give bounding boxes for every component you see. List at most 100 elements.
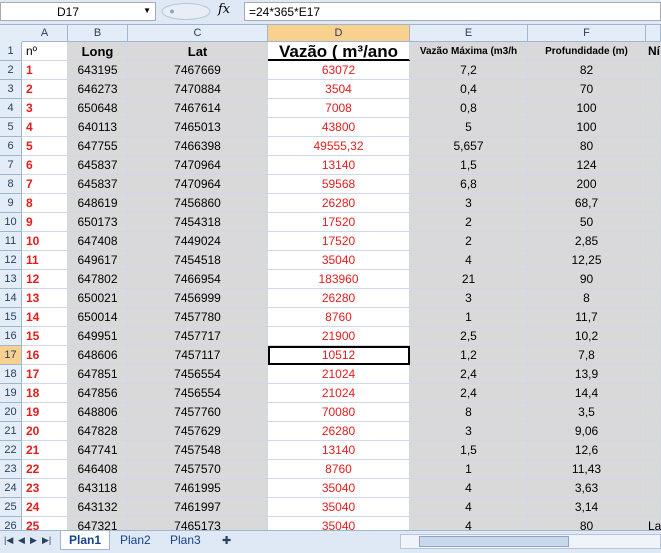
cell-lat[interactable]: 7457548	[128, 441, 268, 460]
column-header-d[interactable]: D	[268, 25, 410, 42]
cell-no[interactable]: 3	[22, 99, 68, 118]
cell-profundidade[interactable]: 12,6	[528, 441, 646, 460]
cell-vazao-maxima[interactable]: 21	[410, 270, 528, 289]
cell-long[interactable]: 647802	[68, 270, 128, 289]
cell-profundidade[interactable]: 7,8	[528, 346, 646, 365]
cell-long[interactable]: 647828	[68, 422, 128, 441]
row-number[interactable]: 4	[0, 99, 22, 118]
cell-no[interactable]: 14	[22, 308, 68, 327]
cell-vazao[interactable]: 35040	[268, 517, 410, 530]
row-number[interactable]: 12	[0, 251, 22, 270]
cell-lat[interactable]: 7449024	[128, 232, 268, 251]
cell-g[interactable]	[646, 213, 661, 232]
cell-vazao-maxima[interactable]: 0,4	[410, 80, 528, 99]
cell-vazao[interactable]: 21024	[268, 384, 410, 403]
cell-vazao-maxima[interactable]: 1,2	[410, 346, 528, 365]
cell-no[interactable]: 11	[22, 251, 68, 270]
row-number[interactable]: 13	[0, 270, 22, 289]
cell-g[interactable]	[646, 61, 661, 80]
cell-g[interactable]	[646, 289, 661, 308]
cell-header-profundidade[interactable]: Profundidade (m)	[528, 42, 646, 61]
cell-g[interactable]	[646, 308, 661, 327]
cell-long[interactable]: 647741	[68, 441, 128, 460]
insert-function-icon[interactable]: fx	[218, 2, 231, 17]
cell-vazao[interactable]: 49555,32	[268, 137, 410, 156]
formula-bar-splitter-icon[interactable]	[160, 2, 212, 21]
cell-g[interactable]	[646, 327, 661, 346]
cell-long[interactable]: 648806	[68, 403, 128, 422]
cell-no[interactable]: 16	[22, 346, 68, 365]
cell-profundidade[interactable]: 10,2	[528, 327, 646, 346]
cell-profundidade[interactable]: 11,7	[528, 308, 646, 327]
cell-profundidade[interactable]: 50	[528, 213, 646, 232]
cell-vazao[interactable]: 13140	[268, 441, 410, 460]
cell-lat[interactable]: 7461997	[128, 498, 268, 517]
cell-g[interactable]	[646, 403, 661, 422]
cell-profundidade[interactable]: 124	[528, 156, 646, 175]
cell-no[interactable]: 9	[22, 213, 68, 232]
cell-profundidade[interactable]: 14,4	[528, 384, 646, 403]
cell-long[interactable]: 643195	[68, 61, 128, 80]
cell-lat[interactable]: 7457780	[128, 308, 268, 327]
cell-vazao-maxima[interactable]: 6,8	[410, 175, 528, 194]
cell-long[interactable]: 649951	[68, 327, 128, 346]
cell-no[interactable]: 7	[22, 175, 68, 194]
cell-g[interactable]	[646, 99, 661, 118]
cell-no[interactable]: 10	[22, 232, 68, 251]
cell-lat[interactable]: 7456860	[128, 194, 268, 213]
cell-no[interactable]: 5	[22, 137, 68, 156]
cell-profundidade[interactable]: 3,5	[528, 403, 646, 422]
cell-long[interactable]: 643118	[68, 479, 128, 498]
cell-long[interactable]: 646273	[68, 80, 128, 99]
cell-vazao-maxima[interactable]: 8	[410, 403, 528, 422]
row-number[interactable]: 22	[0, 441, 22, 460]
cell-header-long[interactable]: Long	[68, 42, 128, 61]
cell-no[interactable]: 21	[22, 441, 68, 460]
cell-vazao[interactable]: 26280	[268, 194, 410, 213]
cell-long[interactable]: 650648	[68, 99, 128, 118]
cell-vazao-maxima[interactable]: 1	[410, 460, 528, 479]
column-header-b[interactable]: B	[68, 25, 128, 42]
cell-vazao-maxima[interactable]: 4	[410, 498, 528, 517]
column-header-e[interactable]: E	[410, 25, 528, 42]
cell-long[interactable]: 646408	[68, 460, 128, 479]
cell-profundidade[interactable]: 80	[528, 137, 646, 156]
first-sheet-icon[interactable]: |◀	[4, 535, 14, 545]
row-number[interactable]: 19	[0, 384, 22, 403]
cell-g[interactable]	[646, 422, 661, 441]
cell-g[interactable]: La	[646, 517, 661, 530]
cell-profundidade[interactable]: 82	[528, 61, 646, 80]
cell-g[interactable]	[646, 156, 661, 175]
cell-lat[interactable]: 7470884	[128, 80, 268, 99]
column-header-a[interactable]: A	[22, 25, 68, 42]
cell-vazao[interactable]: 35040	[268, 498, 410, 517]
cell-vazao[interactable]: 17520	[268, 232, 410, 251]
row-number[interactable]: 18	[0, 365, 22, 384]
chevron-down-icon[interactable]: ▼	[143, 6, 151, 15]
cell-long[interactable]: 647321	[68, 517, 128, 530]
cell-long[interactable]: 650173	[68, 213, 128, 232]
cell-long[interactable]: 648619	[68, 194, 128, 213]
cell-profundidade[interactable]: 9,06	[528, 422, 646, 441]
cell-lat[interactable]: 7465013	[128, 118, 268, 137]
cell-no[interactable]: 6	[22, 156, 68, 175]
cell-no[interactable]: 25	[22, 517, 68, 530]
cell-header-g[interactable]: Ní	[646, 42, 661, 61]
cell-vazao-maxima[interactable]: 7,2	[410, 61, 528, 80]
cell-lat[interactable]: 7461995	[128, 479, 268, 498]
cell-vazao-maxima[interactable]: 2,4	[410, 365, 528, 384]
cell-long[interactable]: 645837	[68, 156, 128, 175]
cell-vazao-maxima[interactable]: 1,5	[410, 441, 528, 460]
row-number[interactable]: 2	[0, 61, 22, 80]
cell-long[interactable]: 649617	[68, 251, 128, 270]
cell-vazao-maxima[interactable]: 1	[410, 308, 528, 327]
cell-no[interactable]: 13	[22, 289, 68, 308]
row-number[interactable]: 9	[0, 194, 22, 213]
cell-lat[interactable]: 7466954	[128, 270, 268, 289]
row-number[interactable]: 25	[0, 498, 22, 517]
row-number[interactable]: 10	[0, 213, 22, 232]
cell-vazao-maxima[interactable]: 0,8	[410, 99, 528, 118]
cell-g[interactable]	[646, 175, 661, 194]
cell-no[interactable]: 18	[22, 384, 68, 403]
cell-g[interactable]	[646, 441, 661, 460]
